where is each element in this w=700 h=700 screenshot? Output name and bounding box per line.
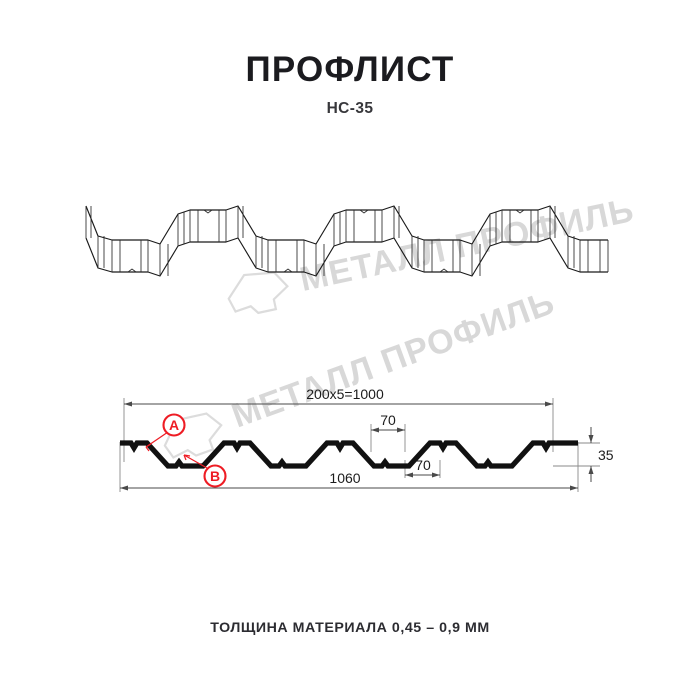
iso-stiffener-ribs [90, 206, 601, 276]
callout-a-letter: A [169, 417, 179, 433]
dimension-bottom-flat: 70 [405, 457, 440, 478]
product-model-subtitle: НС-35 [326, 100, 374, 117]
callout-marker-b[interactable]: B [183, 454, 227, 488]
iso-crest-notches [203, 209, 525, 214]
dimension-rib-height-label: 35 [598, 447, 614, 463]
callout-b-leader [183, 454, 208, 469]
watermark-logo-shape-2 [163, 412, 223, 459]
iso-sheet-body [85, 205, 609, 277]
callout-b-letter: B [210, 468, 220, 484]
dimension-rib-height: 35 [588, 427, 614, 482]
callout-a-circle[interactable] [162, 413, 186, 437]
callout-marker-a[interactable]: A [145, 413, 186, 452]
dimension-overall-width-label: 1060 [329, 470, 360, 486]
iso-valley-notches [127, 268, 449, 273]
page-header: ПРОФЛИСТ НС-35 [0, 52, 700, 118]
page-title: ПРОФЛИСТ [245, 50, 455, 89]
dimension-pitch-total-label: 200x5=1000 [306, 386, 384, 402]
dimension-top-flat: 70 [371, 412, 405, 433]
iso-fold-lines [85, 206, 609, 276]
dimension-top-flat-label: 70 [380, 412, 396, 428]
watermark-logo-shape [227, 271, 289, 315]
callout-b-arrowhead [183, 454, 191, 461]
profile-section-outline [120, 440, 578, 469]
callout-b-circle[interactable] [203, 464, 227, 488]
dimension-overall-width: 1060 [120, 470, 578, 491]
dimension-pitch-total: 200x5=1000 [124, 386, 553, 407]
callout-a-arrowhead [145, 443, 152, 452]
material-thickness-note: ТОЛЩИНА МАТЕРИАЛА 0,45 – 0,9 ММ [210, 620, 490, 636]
dimension-bottom-flat-label: 70 [415, 457, 431, 473]
